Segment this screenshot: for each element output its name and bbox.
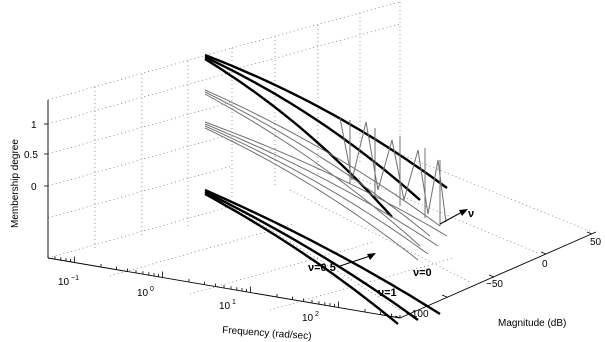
curve-label-nu-zero: ν=0 (413, 267, 432, 279)
membership-tick-label-0: 0 (31, 182, 37, 193)
middle-thin-curve-3 (204, 93, 421, 247)
magnitude-axis-title: Magnitude (dB) (498, 318, 566, 329)
membership-tick-label-0.5: 0.5 (24, 150, 38, 161)
frequency-axis-title: Frequency (rad/sec) (222, 325, 312, 342)
grid-lines (47, 1, 593, 311)
frequency-tick-label-0: 10 −1 (58, 275, 79, 288)
lower-thin-curve-2 (204, 123, 439, 247)
floor-thick-curve-nu-zero (204, 188, 441, 316)
nu-arrow (439, 209, 468, 225)
magnitude-axis-line (399, 231, 597, 319)
membership-link-2 (417, 149, 447, 223)
membership-link-1 (377, 139, 419, 201)
membership-link-0 (339, 117, 379, 191)
floor-thick-curve-nu-half (204, 190, 419, 321)
membership-tick-label-1: 1 (31, 120, 37, 131)
svg-text:10: 10 (302, 313, 314, 324)
magnitude-tick (540, 251, 547, 255)
svg-text:2: 2 (315, 311, 319, 318)
lower-thin-curve-1 (204, 121, 448, 237)
svg-text:10: 10 (137, 288, 149, 299)
curve-label-nu-one: ν=1 (378, 287, 397, 299)
lower-thin-curve-3 (204, 125, 429, 255)
floor-thick-curve-nu-one (204, 192, 399, 325)
upper-thick-curve-3 (204, 57, 393, 218)
frequency-axis-ticks (47, 255, 401, 318)
frequency-tick-label-3: 10 2 (302, 311, 319, 324)
magnitude-tick (394, 315, 401, 319)
lower-thin-curve-4 (204, 127, 419, 261)
magnitude-axis-ticks (394, 231, 593, 319)
magnitude-tick (488, 274, 495, 278)
magnitude-tick-label-0: 0 (542, 259, 548, 270)
membership-axis-title: Membership degree (10, 139, 21, 228)
nu-axis-label: ν (468, 208, 474, 220)
magnitude-tick-label-50: 50 (590, 237, 602, 248)
svg-text:−1: −1 (71, 275, 79, 282)
curve-label-nu-half-group (339, 253, 376, 267)
middle-thin-curve-1 (204, 89, 441, 227)
magnitude-tick-label-minus100: −100 (406, 309, 429, 320)
frequency-tick-label-2: 10 1 (219, 299, 236, 312)
curve-label-nu-half: ν=0.5 (308, 262, 336, 274)
upper-thick-curve-1 (204, 53, 448, 189)
svg-text:10: 10 (219, 301, 231, 312)
middle-thin-curve-2 (204, 91, 431, 237)
magnitude-tick (441, 294, 448, 298)
svg-text:0: 0 (150, 286, 154, 293)
magnitude-tick (586, 231, 593, 235)
svg-text:1: 1 (232, 299, 236, 306)
magnitude-tick-label-minus50: −50 (486, 279, 503, 290)
frequency-tick-label-1: 10 0 (137, 286, 154, 299)
axis-lines (44, 100, 597, 319)
bode-curves (204, 53, 448, 325)
svg-text:10: 10 (58, 277, 70, 288)
